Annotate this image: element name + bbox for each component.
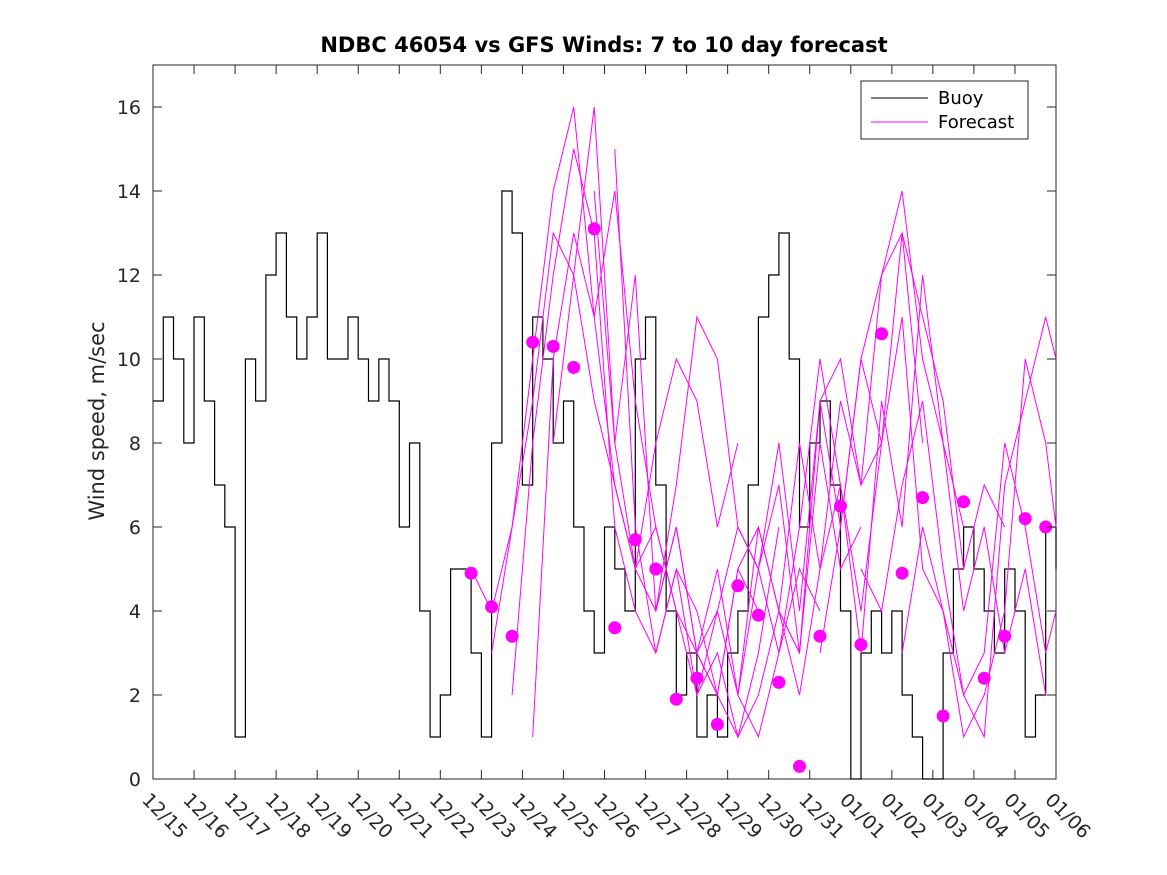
- buoy-line: [153, 190, 1057, 780]
- y-tick-label: 0: [129, 769, 141, 791]
- forecast-point: [505, 629, 519, 643]
- forecast-point: [690, 671, 704, 685]
- y-tick-label: 14: [117, 181, 141, 203]
- axes-box: [152, 64, 1057, 780]
- y-tick-label: 10: [117, 349, 141, 371]
- forecast-point: [608, 621, 622, 635]
- forecast-line-13: [860, 400, 1057, 697]
- forecast-point: [1039, 520, 1053, 534]
- forecast-line-3: [511, 148, 780, 739]
- legend-buoy-label: Buoy: [938, 88, 984, 109]
- forecast-point: [793, 759, 806, 773]
- y-tick-label: 6: [129, 517, 141, 539]
- legend: Buoy Forecast: [860, 80, 1029, 140]
- forecast-point: [485, 600, 499, 614]
- forecast-point: [936, 709, 950, 723]
- legend-box: [860, 80, 1029, 140]
- forecast-point: [834, 499, 847, 513]
- forecast-point: [772, 675, 786, 689]
- forecast-point: [669, 692, 683, 706]
- legend-forecast-label: Forecast: [938, 112, 1014, 133]
- plot-area: 024681012141612/1512/1612/1712/1812/1912…: [117, 64, 1095, 843]
- forecast-point: [998, 629, 1012, 643]
- forecast-point: [587, 222, 601, 236]
- forecast-point: [628, 533, 642, 547]
- forecast-point: [1018, 512, 1032, 526]
- forecast-point: [526, 335, 540, 349]
- forecast-point: [567, 360, 581, 374]
- chart-title: NDBC 46054 vs GFS Winds: 7 to 10 day for…: [320, 33, 887, 57]
- forecast-point: [875, 327, 889, 341]
- forecast-point: [957, 495, 971, 509]
- forecast-line-1: [470, 231, 739, 613]
- forecast-point: [710, 717, 724, 731]
- forecast-series: [470, 106, 1057, 739]
- y-tick-label: 16: [117, 97, 141, 119]
- forecast-point: [546, 339, 560, 353]
- forecast-point: [813, 629, 827, 643]
- y-tick-label: 8: [129, 433, 141, 455]
- forecast-line-14: [901, 358, 1057, 739]
- buoy-series: [153, 190, 1057, 780]
- forecast-line-9: [696, 190, 965, 696]
- forecast-points: [464, 222, 1053, 773]
- forecast-point: [854, 638, 868, 652]
- forecast-point: [916, 491, 930, 505]
- forecast-point: [751, 608, 765, 622]
- forecast-line-8: [655, 231, 924, 654]
- y-tick-label: 12: [117, 265, 141, 287]
- forecast-point: [895, 566, 909, 580]
- y-tick-label: 2: [129, 685, 141, 707]
- forecast-point: [731, 579, 745, 593]
- forecast-point: [977, 671, 991, 685]
- forecast-point: [649, 562, 663, 576]
- forecast-point: [464, 566, 478, 580]
- forecast-line-6: [593, 190, 862, 697]
- y-axis-label: Wind speed, m/sec: [85, 321, 109, 520]
- y-tick-label: 4: [129, 601, 141, 623]
